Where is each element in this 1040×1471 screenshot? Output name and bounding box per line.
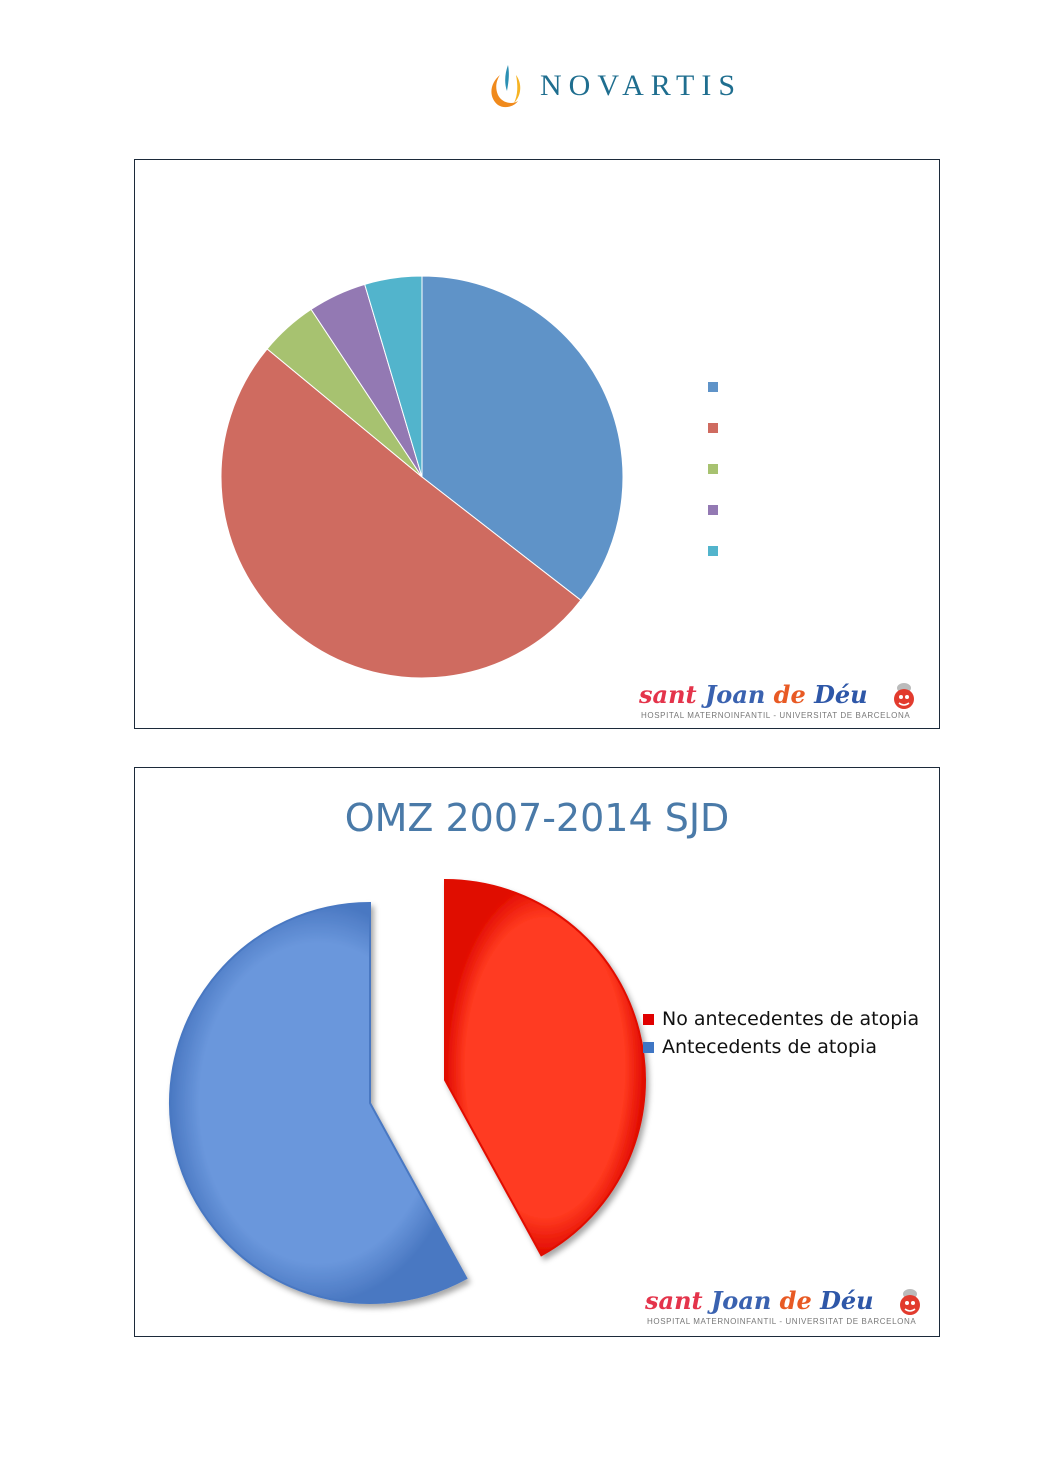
pie-slice-1 xyxy=(421,275,624,601)
slide-title: OMZ 2007-2014 SJD xyxy=(344,796,730,840)
legend-label: Antecedents de atopia xyxy=(662,1036,877,1058)
slide-1: sant Joan de Déu HOSPITAL MATERNOINFANTI… xyxy=(134,159,940,729)
legend-label: No antecedentes de atopia xyxy=(662,1008,920,1030)
novartis-wordmark: NOVARTIS xyxy=(540,69,743,102)
legend-swatch-2 xyxy=(708,423,718,433)
legend-swatch-5 xyxy=(708,546,718,556)
sjd-wordmark: sant Joan de Déu xyxy=(645,1286,874,1315)
legend-item-atopia: Antecedents de atopia xyxy=(641,1034,921,1060)
sant-joan-de-deu-logo: sant Joan de Déu HOSPITAL MATERNOINFANTI… xyxy=(645,1286,925,1332)
pie-slice-no-atopia xyxy=(444,878,646,1257)
legend-swatch xyxy=(643,1014,654,1025)
pie-slice-atopia xyxy=(169,901,468,1304)
novartis-logo: NOVARTIS xyxy=(486,60,766,112)
sjd-mascot-icon xyxy=(900,1289,920,1315)
legend-item-no-atopia: No antecedentes de atopia xyxy=(641,1006,921,1032)
sjd-wordmark: sant Joan de Déu xyxy=(639,680,868,709)
slide-2: OMZ 2007-2014 SJD No antecedentes de ato… xyxy=(134,767,940,1337)
pie-chart-1 xyxy=(220,275,718,679)
pie-chart-2 xyxy=(169,878,646,1304)
legend-swatch xyxy=(643,1042,654,1053)
legend-swatch-3 xyxy=(708,464,718,474)
legend-swatch-4 xyxy=(708,505,718,515)
sjd-mascot-icon xyxy=(894,683,914,709)
sjd-subtitle: HOSPITAL MATERNOINFANTIL - UNIVERSITAT D… xyxy=(647,1317,917,1326)
legend-swatch-1 xyxy=(708,382,718,392)
sant-joan-de-deu-logo: sant Joan de Déu HOSPITAL MATERNOINFANTI… xyxy=(639,680,919,726)
novartis-flame-icon xyxy=(491,65,521,108)
sjd-subtitle: HOSPITAL MATERNOINFANTIL - UNIVERSITAT D… xyxy=(641,711,911,720)
pie-slice-5 xyxy=(364,275,423,478)
pie-legend: No antecedentes de atopia Antecedents de… xyxy=(641,1006,921,1062)
pie-slice-2 xyxy=(220,348,582,679)
